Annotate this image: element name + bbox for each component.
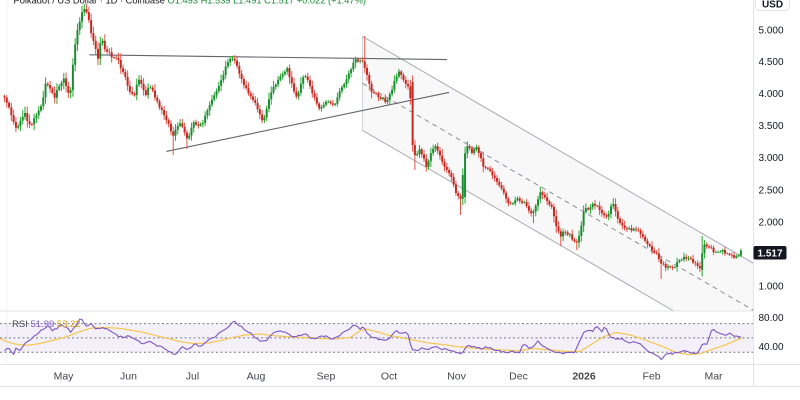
svg-text:Nov: Nov: [447, 370, 466, 382]
svg-text:5.000: 5.000: [759, 26, 784, 37]
svg-text:4.500: 4.500: [759, 57, 784, 68]
svg-text:2.500: 2.500: [759, 186, 784, 197]
svg-text:May: May: [54, 370, 75, 382]
svg-text:40.00: 40.00: [759, 342, 784, 353]
svg-text:1.000: 1.000: [759, 282, 784, 293]
svg-text:Feb: Feb: [642, 370, 660, 382]
svg-text:Jun: Jun: [120, 370, 137, 382]
svg-text:80.00: 80.00: [759, 313, 784, 324]
svg-text:Sep: Sep: [317, 370, 336, 382]
svg-text:Mar: Mar: [704, 370, 723, 382]
svg-text:2026: 2026: [572, 370, 596, 382]
svg-text:1.517: 1.517: [757, 248, 782, 259]
svg-text:3.000: 3.000: [759, 153, 784, 164]
svg-text:4.000: 4.000: [759, 89, 784, 100]
svg-text:3.500: 3.500: [759, 121, 784, 132]
svg-text:Aug: Aug: [247, 370, 266, 382]
svg-text:Polkadot / US Dollar · 1D · Co: Polkadot / US Dollar · 1D · Coinbase O1.…: [14, 0, 366, 5]
svg-text:Dec: Dec: [509, 370, 528, 382]
svg-text:RSI 51.99 53.22: RSI 51.99 53.22: [12, 319, 81, 330]
svg-text:2.000: 2.000: [759, 218, 784, 229]
svg-text:USD: USD: [762, 0, 783, 11]
svg-text:Oct: Oct: [381, 370, 397, 382]
svg-text:Jul: Jul: [186, 370, 199, 382]
